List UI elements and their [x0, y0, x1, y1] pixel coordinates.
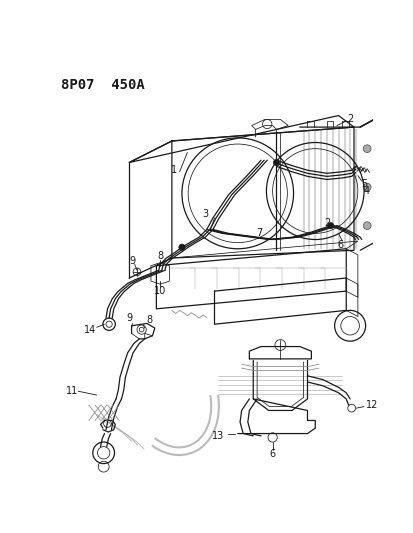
Text: 5: 5	[360, 179, 366, 189]
Text: 12: 12	[365, 400, 377, 410]
Text: 11: 11	[66, 386, 78, 396]
Text: 1: 1	[171, 165, 177, 175]
Circle shape	[363, 222, 370, 230]
Text: 13: 13	[212, 431, 224, 441]
Text: 8: 8	[146, 316, 152, 325]
Text: 3: 3	[202, 209, 208, 219]
Text: 4: 4	[363, 186, 368, 196]
Text: 14: 14	[84, 325, 96, 335]
Text: 9: 9	[129, 256, 135, 266]
Text: 10: 10	[154, 286, 166, 296]
Circle shape	[327, 223, 333, 229]
Text: 2: 2	[346, 115, 352, 124]
Text: 6: 6	[337, 240, 343, 250]
Text: 8P07  450A: 8P07 450A	[61, 78, 145, 92]
Text: 6: 6	[269, 449, 275, 459]
Text: 9: 9	[126, 313, 132, 323]
Text: 2: 2	[324, 217, 330, 228]
Circle shape	[363, 145, 370, 152]
Circle shape	[273, 159, 279, 166]
Circle shape	[178, 244, 185, 251]
Circle shape	[363, 183, 370, 191]
Text: 8: 8	[157, 252, 163, 262]
Text: 7: 7	[256, 228, 262, 238]
